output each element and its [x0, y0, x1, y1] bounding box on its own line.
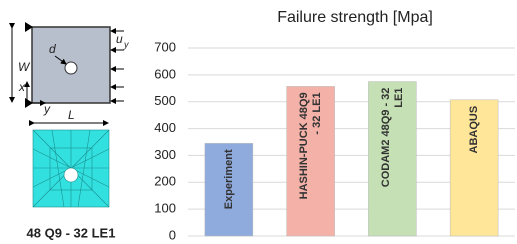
hole-label: d — [49, 42, 56, 56]
y-label: y — [43, 102, 51, 116]
plate-diagram: d u y W x y L — [12, 22, 129, 123]
y-tick-label: 700 — [154, 39, 176, 54]
load-label: u — [116, 32, 123, 46]
load-subscript: y — [123, 39, 129, 49]
y-tick-label: 400 — [154, 120, 176, 135]
y-tick-label: 100 — [154, 201, 176, 216]
figure: d u y W x y L 48 Q9 - 32 LE1 Failure str… — [0, 0, 517, 244]
category-label: ABAQUS — [468, 106, 480, 154]
y-tick-label: 500 — [154, 93, 176, 108]
mesh-image — [33, 130, 109, 207]
category-label: Experiment — [223, 149, 235, 209]
mesh-caption: 48 Q9 - 32 LE1 — [27, 225, 116, 240]
width-label: W — [18, 60, 31, 74]
y-tick-label: 600 — [154, 66, 176, 81]
length-label: L — [68, 108, 75, 122]
y-tick-label: 200 — [154, 174, 176, 189]
x-label: x — [18, 80, 26, 94]
chart-title: Failure strength [Mpa] — [277, 9, 433, 26]
y-tick-label: 300 — [154, 147, 176, 162]
y-tick-label: 0 — [169, 227, 176, 242]
